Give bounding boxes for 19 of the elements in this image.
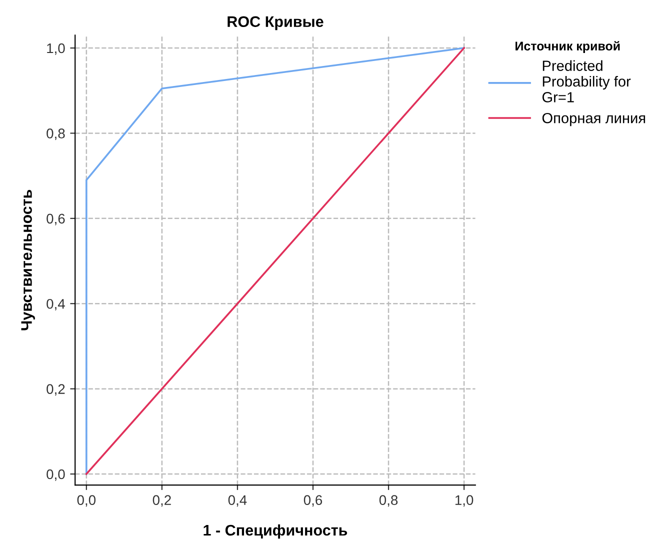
x-tick-label: 0,6	[304, 495, 322, 507]
y-axis-title: Чувствительность	[21, 190, 35, 330]
y-tick-label: 0,4	[46, 298, 65, 310]
x-tick-label: 1,0	[455, 495, 474, 507]
legend-title: Источник кривой	[516, 41, 620, 53]
x-tick-label: 0,2	[152, 495, 171, 507]
y-tick-label: 0,8	[46, 128, 65, 140]
y-tick-label: 1,0	[47, 43, 65, 55]
legend-label: Predicted Probability for Gr=1	[542, 60, 631, 102]
x-axis-title: 1 - Специфичность	[204, 524, 348, 539]
chart-title: ROC Кривые	[228, 16, 324, 30]
x-tick-label: 0,0	[77, 495, 96, 507]
legend-label: Опорная линия	[542, 112, 646, 126]
line-series	[86, 47, 465, 475]
y-tick-label: 0,0	[46, 469, 65, 481]
x-tick-label: 0,8	[379, 495, 398, 507]
y-tick-label: 0,6	[46, 214, 65, 226]
x-tick-label: 0,4	[228, 495, 247, 507]
y-tick-label: 0,2	[46, 384, 65, 396]
